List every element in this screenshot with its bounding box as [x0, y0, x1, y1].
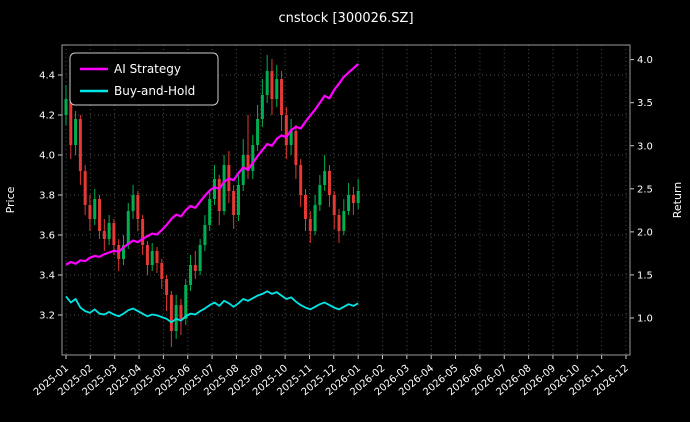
candle-body [184, 285, 188, 319]
line-series [65, 63, 359, 324]
y-tick-label-left: 3.4 [39, 271, 55, 282]
y-tick-label-left: 4.0 [39, 151, 55, 162]
candle-body [217, 179, 221, 211]
candlestick-series [64, 55, 360, 347]
candle-body [356, 191, 360, 203]
legend: AI Strategy Buy-and-Hold [69, 52, 219, 106]
candle-body [88, 205, 92, 219]
candle-body [83, 171, 87, 205]
candle-body [212, 179, 216, 199]
candle-body [93, 199, 97, 219]
series-line-buy-and-hold [65, 290, 359, 324]
candle-body [303, 195, 307, 219]
y-axis-label-left: Price [4, 186, 17, 213]
legend-label-buy-and-hold: Buy-and-Hold [114, 84, 195, 98]
y-tick-label-right: 2.5 [637, 184, 653, 195]
candle-body [126, 211, 130, 245]
candle-body [284, 115, 288, 145]
candle-body [342, 211, 346, 231]
candle-body [189, 265, 193, 285]
y-tick-label-right: 3.5 [637, 98, 653, 109]
candle-body [232, 191, 236, 215]
candle-body [289, 131, 293, 145]
y-tick-label-right: 2.0 [637, 227, 653, 238]
candle-body [265, 71, 269, 95]
candle-body [347, 195, 351, 211]
candle-body [107, 223, 111, 239]
candle-body [74, 119, 78, 145]
series-line-ai-strategy [65, 63, 359, 266]
candle-body [155, 251, 159, 263]
y-tick-label-right: 3.0 [637, 141, 653, 152]
candle-body [332, 195, 336, 215]
y-tick-label-right: 1.0 [637, 313, 653, 324]
candle-body [294, 131, 298, 165]
candle-body [222, 165, 226, 211]
y-axis-label-right: Return [671, 182, 684, 219]
plot-area-border [61, 44, 631, 356]
y-tick-label-left: 3.2 [39, 311, 55, 322]
y-tick-label-left: 4.4 [39, 71, 55, 82]
candle-body [351, 195, 355, 203]
candle-body [280, 79, 284, 115]
y-tick-label-left: 4.2 [39, 111, 55, 122]
candle-body [150, 251, 154, 265]
candle-body [313, 205, 317, 231]
candle-body [121, 245, 125, 259]
candle-body [160, 263, 164, 279]
candle-body [270, 71, 274, 99]
candle-body [141, 219, 145, 245]
candle-body [337, 215, 341, 231]
candle-body [98, 199, 102, 231]
candle-body [246, 155, 250, 171]
candle-body [145, 245, 149, 265]
candle-body [179, 305, 183, 319]
candle-body [136, 195, 140, 219]
candle-body [323, 171, 327, 185]
candle-body [169, 295, 173, 331]
y-tick-label-right: 4.0 [637, 55, 653, 66]
y-tick-label-left: 3.6 [39, 231, 55, 242]
candle-body [236, 185, 240, 215]
candle-body [198, 245, 202, 271]
chart-title: cnstock [300026.SZ] [278, 11, 413, 26]
legend-label-ai-strategy: AI Strategy [114, 62, 181, 76]
candle-body [256, 119, 260, 145]
candle-body [193, 265, 197, 271]
candle-body [251, 145, 255, 171]
candle-body [78, 119, 82, 171]
candle-body [327, 171, 331, 195]
candle-body [203, 225, 207, 245]
candle-body [275, 79, 279, 99]
candle-body [308, 219, 312, 231]
candle-body [69, 99, 73, 145]
candle-body [112, 223, 116, 245]
candle-body [131, 195, 135, 211]
y-tick-label-right: 1.5 [637, 270, 653, 281]
candle-body [64, 99, 68, 115]
y-tick-label-left: 3.8 [39, 191, 55, 202]
candle-body [318, 185, 322, 205]
candle-body [208, 199, 212, 225]
candle-body [241, 155, 245, 185]
candle-body [102, 231, 106, 239]
candle-body [299, 165, 303, 195]
candle-body [260, 95, 264, 119]
candle-body [165, 279, 169, 295]
